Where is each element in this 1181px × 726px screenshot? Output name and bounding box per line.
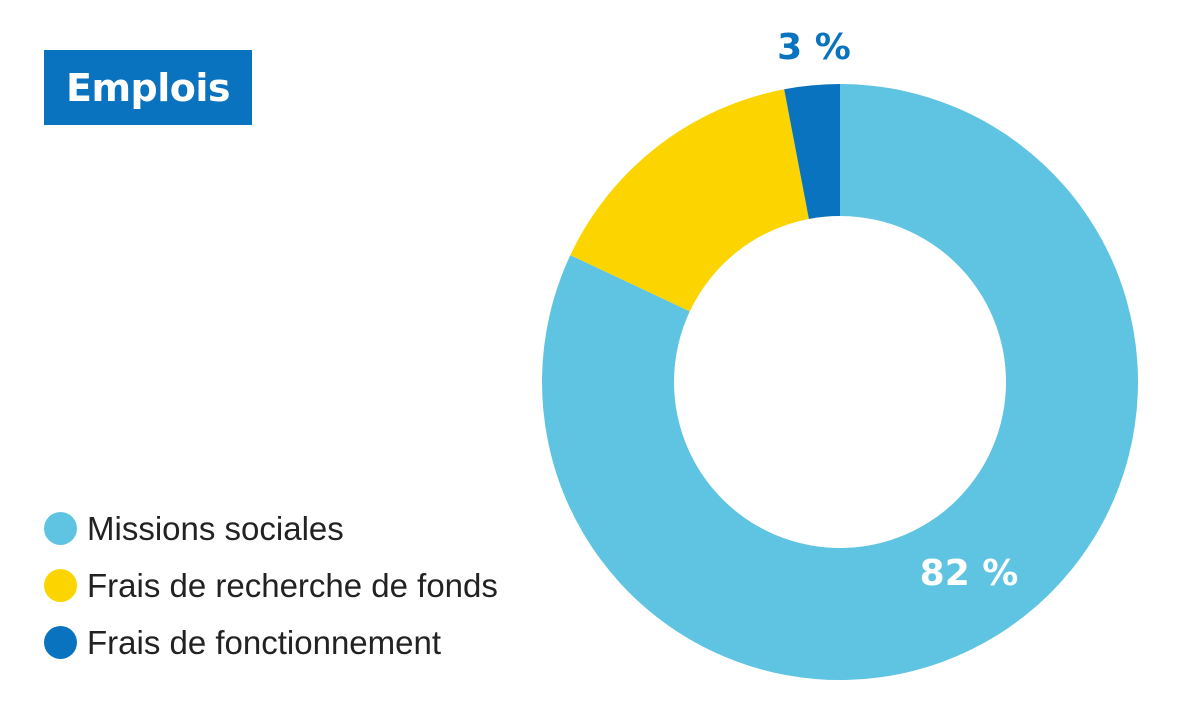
slice-missions xyxy=(542,84,1138,680)
data-label-fonctionnement: 3 % xyxy=(777,27,851,68)
legend: Missions sociales Frais de recherche de … xyxy=(44,500,498,671)
legend-dot-missions xyxy=(44,512,77,545)
chart-title: Emplois xyxy=(65,65,231,110)
slice-recherche xyxy=(570,89,809,312)
legend-label-fonctionnement: Frais de fonctionnement xyxy=(87,623,442,661)
legend-label-recherche: Frais de recherche de fonds xyxy=(87,566,498,604)
chart-title-box: Emplois xyxy=(44,50,252,125)
slice-fonctionnement xyxy=(784,84,840,219)
legend-item-fonctionnement: Frais de fonctionnement xyxy=(44,614,498,671)
legend-item-missions: Missions sociales xyxy=(44,500,498,557)
legend-item-recherche: Frais de recherche de fonds xyxy=(44,557,498,614)
data-label-missions: 82 % xyxy=(920,553,1019,594)
legend-dot-fonctionnement xyxy=(44,626,77,659)
legend-dot-recherche xyxy=(44,569,77,602)
legend-label-missions: Missions sociales xyxy=(87,509,344,547)
